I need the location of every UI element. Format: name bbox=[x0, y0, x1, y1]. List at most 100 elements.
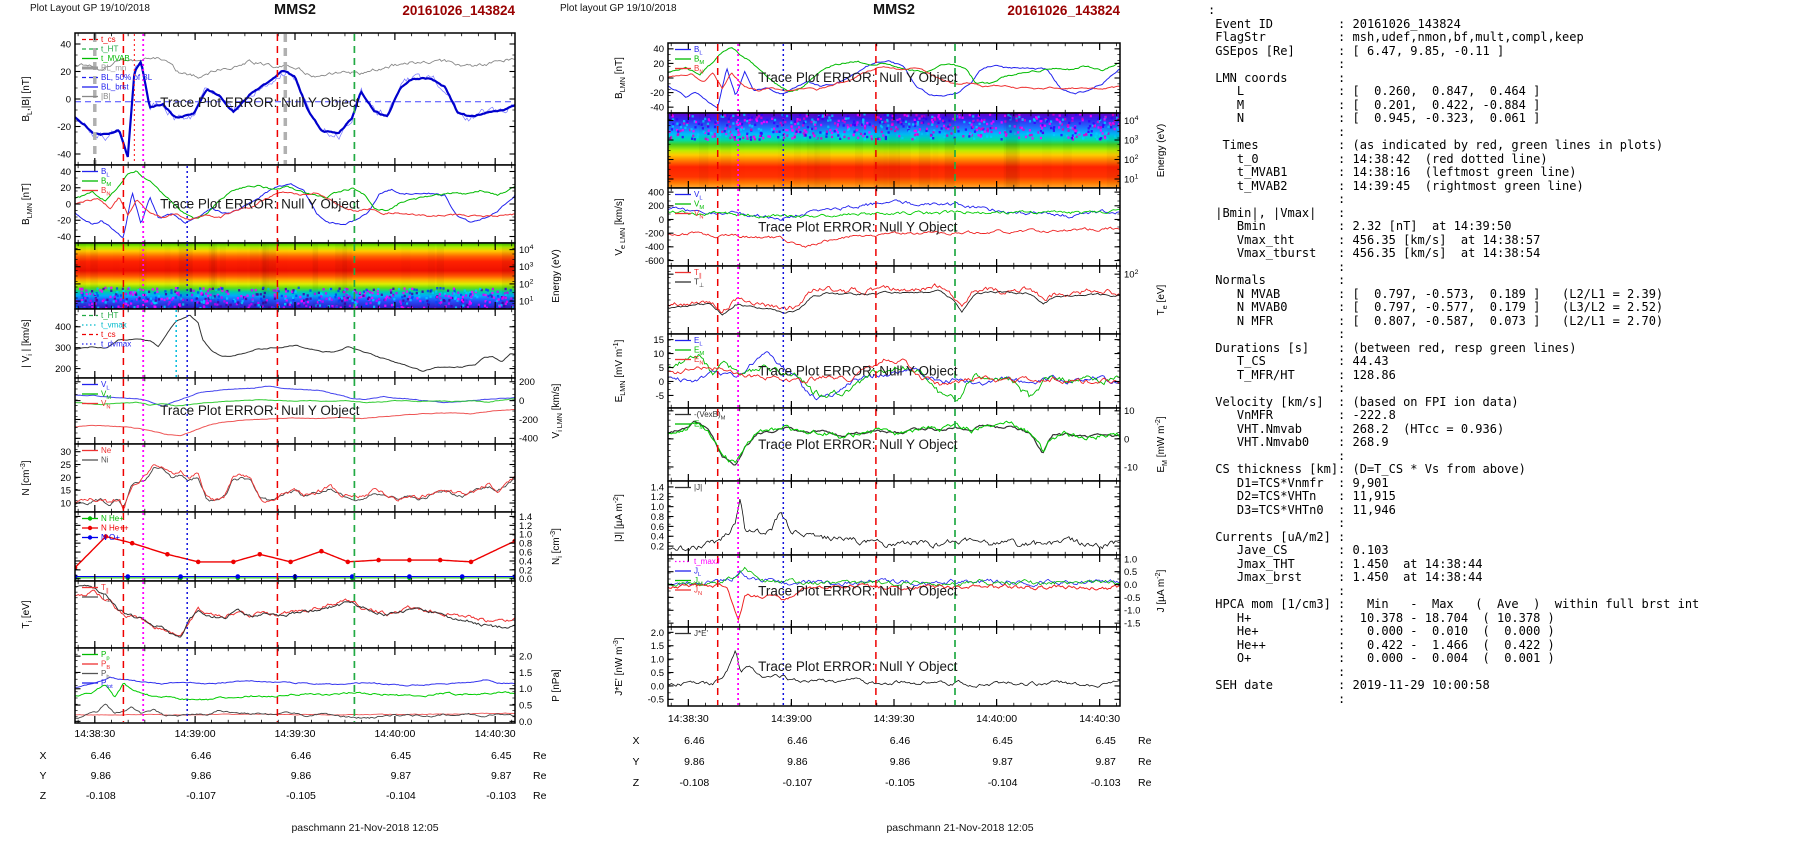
svg-text:0.2: 0.2 bbox=[651, 542, 664, 553]
svg-text:Trace Plot ERROR: Null Y Objec: Trace Plot ERROR: Null Y Object bbox=[160, 403, 360, 418]
svg-text:5: 5 bbox=[659, 363, 664, 374]
x-axis-middle: 14:38:30 14:39:00 14:39:30 14:40:00 14:40:30 bbox=[668, 713, 1120, 725]
middle-panel-vexb-em: Trace Plot ERROR: Null Y Object 10 0 -10 EM … bbox=[667, 406, 1169, 482]
svg-text:14:40:30: 14:40:30 bbox=[1079, 713, 1120, 725]
svg-text:BL_mn: BL_mn bbox=[101, 64, 126, 73]
ephemeris-middle: X 6.46 6.46 6.46 6.45 6.45 Re Y 9.86 9.86 9.86 9.87… bbox=[632, 735, 1151, 789]
svg-text:Ni: Ni bbox=[101, 456, 109, 465]
svg-text:X: X bbox=[39, 750, 46, 762]
svg-text:20: 20 bbox=[60, 183, 71, 194]
svg-text:14:39:30: 14:39:30 bbox=[275, 728, 316, 740]
svg-text:|J| [µA m-2]: |J| [µA m-2] bbox=[611, 494, 625, 542]
svg-text:t_cs: t_cs bbox=[101, 330, 116, 339]
svg-text:t_HT: t_HT bbox=[101, 45, 118, 54]
svg-text:0.0: 0.0 bbox=[651, 681, 664, 692]
svg-text:14:40:00: 14:40:00 bbox=[374, 728, 415, 740]
svg-text:EM [mW m-2]: EM [mW m-2] bbox=[1153, 416, 1169, 473]
svg-text:-200: -200 bbox=[519, 415, 538, 426]
middle-panel-j-lmn: Trace Plot ERROR: Null Y Object 1.0 0.5 0.0… bbox=[667, 554, 1167, 630]
svg-text:-400: -400 bbox=[645, 242, 664, 253]
svg-text:0.8: 0.8 bbox=[519, 539, 532, 550]
svg-text:103: 103 bbox=[1124, 135, 1139, 147]
svg-text:0.5: 0.5 bbox=[1124, 567, 1137, 578]
credit-middle: paschmann 21-Nov-2018 12:05 bbox=[886, 822, 1034, 834]
svg-text:6.46: 6.46 bbox=[291, 750, 312, 762]
svg-text:0.8: 0.8 bbox=[651, 512, 664, 523]
svg-text:14:40:30: 14:40:30 bbox=[475, 728, 516, 740]
svg-text:Re: Re bbox=[533, 750, 547, 762]
svg-text:14:39:00: 14:39:00 bbox=[771, 713, 812, 725]
svg-text:VL: VL bbox=[694, 190, 703, 201]
svg-text:J*E' [nW m-3]: J*E' [nW m-3] bbox=[611, 637, 625, 696]
svg-text:Trace Plot ERROR: Null Y Objec: Trace Plot ERROR: Null Y Object bbox=[758, 363, 958, 378]
svg-text:0: 0 bbox=[66, 199, 71, 210]
spacecraft-title-left: MMS2 bbox=[274, 2, 316, 18]
svg-text:1.0: 1.0 bbox=[1124, 554, 1137, 565]
svg-text:1.2: 1.2 bbox=[651, 492, 664, 503]
svg-text:10: 10 bbox=[1124, 406, 1135, 417]
left-panel-ti: Ti [eV] T∥T⊥ bbox=[21, 580, 516, 649]
svg-text:9.87: 9.87 bbox=[992, 756, 1013, 768]
svg-text:40: 40 bbox=[653, 44, 664, 55]
svg-text:104: 104 bbox=[519, 244, 534, 256]
svg-text:20: 20 bbox=[60, 473, 71, 484]
plot-column-middle: Trace Plot ERROR: Null Y Object40200-20-… bbox=[611, 42, 1169, 789]
svg-text:40: 40 bbox=[60, 167, 71, 178]
svg-text:-0.107: -0.107 bbox=[783, 777, 813, 789]
layout-label-middle: Plot layout GP 19/10/2018 bbox=[560, 3, 677, 14]
svg-text:101: 101 bbox=[519, 296, 534, 308]
svg-text:-400: -400 bbox=[519, 434, 538, 445]
svg-text:1.0: 1.0 bbox=[519, 684, 532, 695]
middle-panel-jdotE: Trace Plot ERROR: Null Y Object 2.0 1.5 1.0… bbox=[611, 626, 1121, 707]
svg-text:6.46: 6.46 bbox=[787, 735, 808, 747]
svg-text:-5: -5 bbox=[656, 391, 664, 402]
svg-text:6.46: 6.46 bbox=[91, 750, 112, 762]
svg-text:|B|: |B| bbox=[101, 92, 111, 101]
middle-panel-e-lmn: Trace Plot ERROR: Null Y Object 15 10 5 0 -5 E… bbox=[611, 333, 1121, 409]
svg-text:EM: EM bbox=[694, 420, 704, 431]
svg-text:Y: Y bbox=[39, 770, 46, 782]
svg-text:10: 10 bbox=[60, 498, 71, 509]
svg-text:t_maxJ: t_maxJ bbox=[694, 557, 720, 566]
svg-text:1.2: 1.2 bbox=[519, 521, 532, 532]
svg-text:t_vmax: t_vmax bbox=[101, 321, 127, 330]
svg-text:20: 20 bbox=[653, 59, 664, 70]
svg-text:Pp: Pp bbox=[101, 650, 110, 661]
svg-text:-0.104: -0.104 bbox=[386, 790, 416, 802]
svg-text:VN: VN bbox=[694, 209, 704, 220]
svg-text:N [cm-3]: N [cm-3] bbox=[18, 460, 32, 496]
svg-text:T∥: T∥ bbox=[694, 268, 702, 279]
svg-text:t_HT: t_HT bbox=[101, 311, 118, 320]
svg-text:BLMN [nT]: BLMN [nT] bbox=[614, 57, 627, 99]
svg-text:9.86: 9.86 bbox=[191, 770, 212, 782]
left-panel-blmn: Trace Plot ERROR: Null Y Object 40 20 0 -20 -… bbox=[21, 164, 516, 244]
svg-text:VN: VN bbox=[101, 399, 111, 410]
svg-text:Ne: Ne bbox=[101, 446, 112, 455]
svg-text:JN: JN bbox=[694, 586, 702, 597]
svg-text:0.2: 0.2 bbox=[519, 565, 532, 576]
svg-text:-0.5: -0.5 bbox=[648, 695, 664, 706]
svg-text:0: 0 bbox=[1124, 434, 1129, 445]
svg-text:T⊥: T⊥ bbox=[101, 593, 111, 604]
svg-text:T∥: T∥ bbox=[101, 583, 109, 594]
svg-text:-20: -20 bbox=[57, 122, 71, 133]
middle-panel-ve-lmn: Trace Plot ERROR: Null Y Object 400 200 0 -2… bbox=[614, 187, 1121, 267]
svg-text:200: 200 bbox=[648, 201, 664, 212]
svg-text:1.0: 1.0 bbox=[651, 655, 664, 666]
layout-label-left: Plot Layout GP 19/10/2018 bbox=[30, 3, 150, 14]
svg-text:P [nPa]: P [nPa] bbox=[551, 669, 562, 702]
ephemeris-left: X 6.46 6.46 6.46 6.45 6.45 Re Y 9.86 9.86 9.86 9.87… bbox=[39, 750, 546, 802]
svg-text:6.45: 6.45 bbox=[992, 735, 1013, 747]
svg-text:X: X bbox=[632, 735, 639, 747]
svg-text:-40: -40 bbox=[57, 149, 71, 160]
svg-text:N He+: N He+ bbox=[101, 514, 124, 523]
left-panel-bl-b: Trace Plot ERROR: Null Y Object 40 20 0 -20 -… bbox=[21, 32, 516, 166]
svg-text:40: 40 bbox=[60, 39, 71, 50]
svg-text:-0.108: -0.108 bbox=[86, 790, 116, 802]
svg-text:-0.105: -0.105 bbox=[286, 790, 316, 802]
svg-text:-20: -20 bbox=[650, 88, 664, 99]
svg-text:BM: BM bbox=[694, 55, 704, 66]
svg-text:Vi LMN [km/s]: Vi LMN [km/s] bbox=[551, 383, 564, 438]
